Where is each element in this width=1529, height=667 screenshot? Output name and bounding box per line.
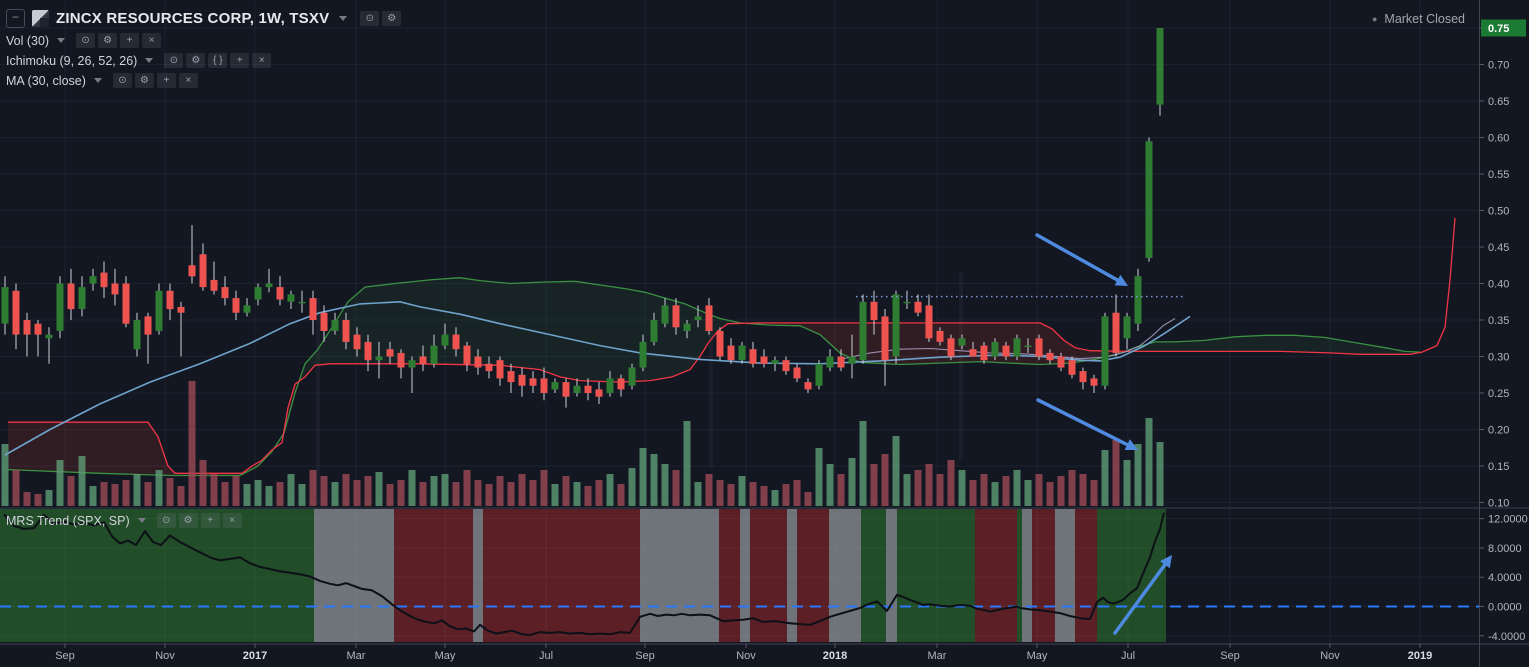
market-status-dot-icon: ● — [1371, 14, 1378, 24]
senkou-b-line — [8, 217, 1456, 474]
svg-text:4.0000: 4.0000 — [1488, 572, 1522, 584]
svg-text:Jul: Jul — [539, 650, 553, 662]
settings-icon-button[interactable]: ⚙ — [134, 73, 154, 88]
settings-icon-button[interactable]: ⚙ — [98, 33, 118, 48]
time-axis[interactable]: Sep Nov 2017 Mar May Jul Sep Nov 2018 Mar May Jul Se… — [55, 644, 1432, 662]
ma30-line — [4, 300, 1191, 456]
svg-text:2018: 2018 — [823, 650, 847, 662]
mrs-indicator-label[interactable]: MRS Trend (SPX, SP) — [6, 513, 130, 528]
eye-icon-button[interactable]: ⊙ — [360, 11, 380, 26]
annotation-arrowhead — [1114, 274, 1128, 286]
mrs-trend-line — [3, 512, 1165, 637]
annotation-arrow — [1035, 233, 1120, 282]
svg-text:Nov: Nov — [1320, 650, 1340, 662]
symbol-title[interactable]: ZINCX RESOURCES CORP, 1W, TSXV — [56, 10, 330, 27]
chevron-down-icon[interactable] — [137, 518, 146, 523]
price-axis[interactable]: 0.75 0.70 0.65 0.60 0.55 0.50 0.45 0.40 0.35 0.30… — [1479, 23, 1528, 643]
legend-row-ma: MA (30, close) ⊙ ⚙ + × — [6, 73, 198, 88]
annotation-arrow — [1113, 562, 1167, 635]
svg-text:Sep: Sep — [635, 650, 655, 662]
ichimoku-indicator-buttons: ⊙ ⚙{ } + × — [164, 53, 272, 68]
close-icon-button[interactable]: × — [222, 513, 242, 528]
eye-icon-button[interactable]: ⊙ — [112, 73, 132, 88]
svg-text:0.60: 0.60 — [1488, 133, 1509, 145]
svg-text:Jul: Jul — [1121, 650, 1135, 662]
chevron-down-icon[interactable] — [93, 78, 102, 83]
svg-text:8.0000: 8.0000 — [1488, 543, 1522, 555]
svg-text:0.25: 0.25 — [1488, 388, 1509, 400]
legend-row-mrs-trend: MRS Trend (SPX, SP) ⊙ ⚙ + × — [6, 513, 242, 528]
mrs-indicator-buttons: ⊙ ⚙ + × — [156, 513, 242, 528]
svg-text:0.20: 0.20 — [1488, 425, 1509, 437]
eye-icon-button[interactable]: ⊙ — [156, 513, 176, 528]
settings-icon-button[interactable]: ⚙ — [382, 11, 402, 26]
ichimoku-cloud — [8, 422, 272, 476]
add-icon-button[interactable]: + — [230, 53, 250, 68]
svg-text:May: May — [435, 650, 456, 662]
settings-icon-button[interactable]: ⚙ — [178, 513, 198, 528]
annotation-arrow — [1036, 398, 1130, 447]
eye-icon-button[interactable]: ⊙ — [164, 53, 184, 68]
svg-text:0.15: 0.15 — [1488, 461, 1509, 473]
legend-row-ichimoku: Ichimoku (9, 26, 52, 26) ⊙ ⚙{ } + × — [6, 53, 272, 68]
annotation-arrowhead — [1124, 439, 1138, 450]
chevron-down-icon[interactable] — [145, 58, 154, 63]
svg-text:0.45: 0.45 — [1488, 242, 1509, 254]
svg-text:May: May — [1027, 650, 1048, 662]
header-buttons: ⊙ ⚙ — [360, 11, 402, 26]
legend-row-volume: Vol (30) ⊙ ⚙ + × — [6, 33, 162, 48]
add-icon-button[interactable]: + — [200, 513, 220, 528]
svg-text:Sep: Sep — [55, 650, 75, 662]
svg-text:0.40: 0.40 — [1488, 279, 1509, 291]
svg-text:0.10: 0.10 — [1488, 498, 1509, 510]
svg-text:Nov: Nov — [155, 650, 175, 662]
market-status: ● Market Closed — [1372, 12, 1465, 26]
svg-text:0.0000: 0.0000 — [1488, 602, 1522, 614]
ichimoku-cloud — [1128, 335, 1420, 355]
svg-text:Sep: Sep — [1220, 650, 1240, 662]
volume-indicator-label[interactable]: Vol (30) — [6, 33, 50, 48]
senkou-a-line — [7, 277, 1421, 477]
candles — [1, 28, 1164, 408]
svg-text:0.75: 0.75 — [1488, 23, 1509, 35]
annotation-arrowhead — [1160, 555, 1172, 569]
close-icon-button[interactable]: × — [252, 53, 272, 68]
svg-text:0.50: 0.50 — [1488, 206, 1509, 218]
close-icon-button[interactable]: × — [178, 73, 198, 88]
svg-text:-4.0000: -4.0000 — [1488, 631, 1525, 643]
svg-text:0.55: 0.55 — [1488, 169, 1509, 181]
symbol-logo-icon — [32, 10, 49, 27]
svg-text:0.65: 0.65 — [1488, 96, 1509, 108]
eye-icon-button[interactable]: ⊙ — [76, 33, 96, 48]
chevron-down-icon[interactable] — [339, 16, 348, 21]
ma-indicator-label[interactable]: MA (30, close) — [6, 73, 86, 88]
svg-text:Mar: Mar — [928, 650, 947, 662]
volume-bars — [1, 381, 1164, 506]
volume-indicator-buttons: ⊙ ⚙ + × — [76, 33, 162, 48]
svg-text:2019: 2019 — [1408, 650, 1432, 662]
last-price-tag — [1481, 19, 1526, 37]
source-icon-button[interactable]: { } — [208, 53, 228, 68]
svg-text:Mar: Mar — [347, 650, 366, 662]
add-icon-button[interactable]: + — [156, 73, 176, 88]
svg-text:12.0000: 12.0000 — [1488, 514, 1528, 526]
market-status-text: Market Closed — [1384, 12, 1465, 26]
svg-text:Nov: Nov — [736, 650, 756, 662]
ichimoku-indicator-label[interactable]: Ichimoku (9, 26, 52, 26) — [6, 53, 138, 68]
svg-text:2017: 2017 — [243, 650, 267, 662]
ma-indicator-buttons: ⊙ ⚙ + × — [112, 73, 198, 88]
add-icon-button[interactable]: + — [120, 33, 140, 48]
gridlines — [0, 0, 1479, 644]
mrs-regime-bands — [0, 509, 1166, 642]
chevron-down-icon[interactable] — [57, 38, 66, 43]
collapse-panel-button[interactable]: − — [6, 9, 25, 28]
close-icon-button[interactable]: × — [142, 33, 162, 48]
svg-text:0.30: 0.30 — [1488, 352, 1509, 364]
chart-header: − ZINCX RESOURCES CORP, 1W, TSXV ⊙ ⚙ — [6, 9, 402, 28]
settings-icon-button[interactable]: ⚙ — [186, 53, 206, 68]
svg-text:0.70: 0.70 — [1488, 60, 1509, 72]
svg-text:0.35: 0.35 — [1488, 315, 1509, 327]
